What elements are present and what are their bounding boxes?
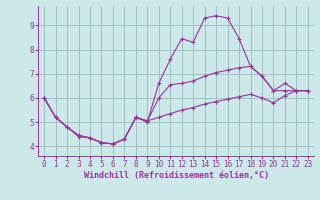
X-axis label: Windchill (Refroidissement éolien,°C): Windchill (Refroidissement éolien,°C) (84, 171, 268, 180)
